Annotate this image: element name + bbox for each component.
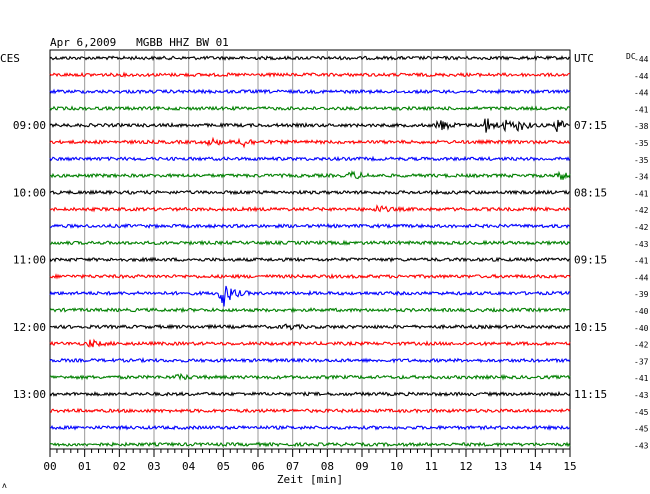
x-tick-label: 02 [113,460,126,473]
trace-row [49,170,571,180]
x-tick-label: 15 [563,460,576,473]
trace-row [49,88,571,95]
dc-offset-label: -42 [634,223,649,232]
dc-offset-label: -41 [634,105,649,114]
trace-row [49,273,571,280]
dc-label: DC [626,52,636,61]
trace-row [49,105,571,112]
dc-offset-label: -41 [634,257,649,266]
trace-row [49,390,571,397]
dc-offset-label: -44 [634,273,649,282]
chart-title: Apr 6,2009 MGBB HHZ BW 01 [50,36,229,49]
trace-row [49,441,571,448]
dc-offset-label: -45 [634,408,649,417]
x-tick-label: 09 [355,460,368,473]
trace-layer [49,55,571,448]
dc-offset-label: -34 [634,173,649,182]
trace-row [49,155,571,162]
dc-offset-label: -35 [634,156,649,165]
corner-mark: ʌ [2,481,7,490]
dc-offset-label: -39 [634,290,649,299]
trace-row [49,357,571,364]
trace-row [49,136,571,149]
x-tick-label: 05 [217,460,230,473]
dc-offset-label: -37 [634,357,649,366]
trace-row [50,223,571,230]
x-tick-label: 14 [529,460,543,473]
trace-row [49,204,571,213]
dc-offset-label: -43 [634,391,649,400]
grid-layer [49,49,571,457]
dc-offset-label: -41 [634,374,649,383]
trace-row [49,189,571,196]
dc-offset-label: -41 [634,189,649,198]
x-tick-label: 07 [286,460,299,473]
x-tick-label: 13 [494,460,507,473]
x-tick-label: 08 [321,460,334,473]
trace-row [49,372,571,381]
x-tick-label: 10 [390,460,403,473]
dc-offset-label: -42 [634,206,649,215]
trace-row [49,239,571,246]
trace-row [49,256,570,263]
dc-offset-label: -40 [634,324,649,333]
dc-offset-label: -44 [634,55,649,64]
dc-offset-label: -44 [634,72,649,81]
dc-offset-label: -44 [634,89,649,98]
trace-row [49,55,571,61]
x-tick-label: 06 [251,460,264,473]
right-time-label: 10:15 [574,321,607,334]
right-time-label: 11:15 [574,388,607,401]
trace-row [49,306,571,314]
x-tick-label: 04 [182,460,196,473]
right-time-label: 07:15 [574,119,607,132]
dc-offset-label: -42 [634,341,649,350]
trace-row [49,407,571,414]
dc-offset-label: -38 [634,122,649,131]
left-unit-label: CES [0,52,20,65]
trace-row [49,118,571,133]
x-tick-label: 01 [78,460,91,473]
dc-offset-label: -35 [634,139,649,148]
right-time-label: 08:15 [574,186,607,199]
x-tick-label: 03 [147,460,160,473]
dc-offset-label: -43 [634,441,649,450]
dc-offset-label: -43 [634,240,649,249]
left-time-label: 13:00 [13,388,46,401]
trace-row [49,424,571,431]
trace-row [49,323,571,331]
trace-row [49,71,570,78]
right-time-label: 09:15 [574,254,607,267]
dc-offset-label: -40 [634,307,649,316]
left-time-label: 11:00 [13,254,46,267]
x-tick-label: 12 [459,460,472,473]
plot-frame [49,49,571,450]
x-axis-label: Zeit [min] [277,473,343,486]
x-tick-label: 00 [43,460,56,473]
trace-row [49,338,571,348]
right-time-label: UTC [574,52,594,65]
trace-row [49,285,571,307]
label-layer: Apr 6,2009 MGBB HHZ BW 01 CES DC Zeit [m… [0,36,649,490]
x-tick-label: 11 [425,460,438,473]
left-time-label: 12:00 [13,321,46,334]
left-time-label: 10:00 [13,186,46,199]
dc-offset-label: -45 [634,425,649,434]
left-time-label: 09:00 [13,119,46,132]
